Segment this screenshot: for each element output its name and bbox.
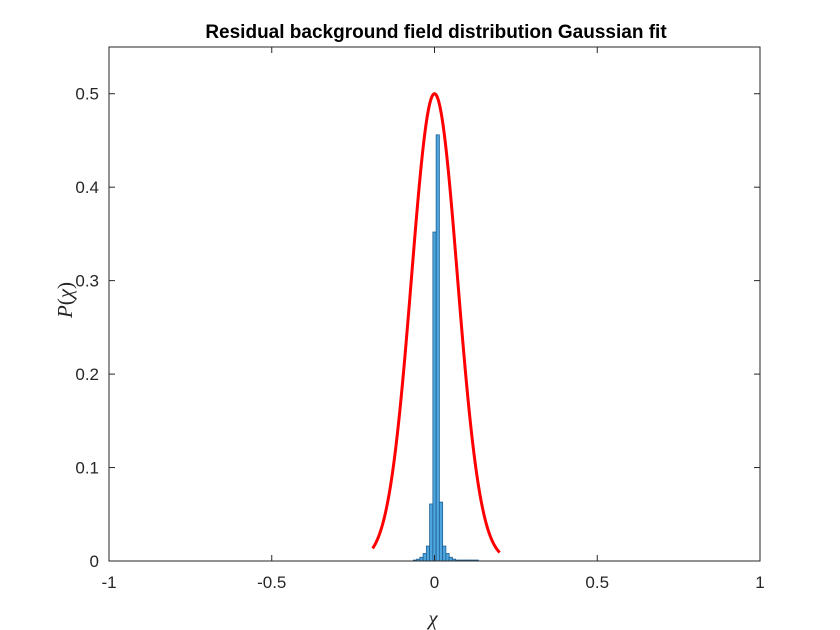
histogram-bar <box>438 501 444 562</box>
y-axis-label-text: P(χ) <box>53 282 77 319</box>
histogram-bar <box>442 545 447 562</box>
chart-title: Residual background field distribution G… <box>205 22 667 43</box>
x-tick-label: 0 <box>430 573 439 592</box>
y-tick-label: 0 <box>90 552 99 571</box>
histogram-bar <box>448 556 453 562</box>
histogram-bar <box>429 503 434 562</box>
y-axis-label-open: ( <box>53 298 77 305</box>
x-axis-label: χ <box>426 606 438 630</box>
x-tick-label: -0.5 <box>257 573 286 592</box>
y-tick-label: 0.1 <box>75 459 99 478</box>
gaussian-fit-curve <box>371 92 501 554</box>
y-tick-label: 0.3 <box>75 272 99 291</box>
histogram-bar <box>445 553 450 562</box>
y-tick-label: 0.2 <box>75 365 99 384</box>
x-tick-label: 0.5 <box>585 573 609 592</box>
axis-ticks: -1 -0.5 0 0.5 1 0 0.1 0.2 0.3 0.4 0.5 <box>75 47 765 592</box>
histogram-bar <box>422 553 427 562</box>
y-axis-label-var: χ <box>53 288 77 300</box>
y-axis-label-close: ) <box>53 282 77 289</box>
histogram-bar <box>435 134 440 562</box>
y-axis-label-main: P <box>53 305 77 319</box>
x-tick-label: -1 <box>101 573 116 592</box>
histogram-bar <box>419 556 424 562</box>
plot-area: -1 -0.5 0 0.5 1 0 0.1 0.2 0.3 0.4 0.5 <box>75 46 765 592</box>
y-tick-label: 0.5 <box>75 85 99 104</box>
x-tick-label: 1 <box>755 573 764 592</box>
y-tick-label: 0.4 <box>75 178 99 197</box>
histogram-bar <box>425 545 431 562</box>
histogram-bar <box>432 231 437 562</box>
y-axis-label: P(χ) <box>53 282 77 319</box>
